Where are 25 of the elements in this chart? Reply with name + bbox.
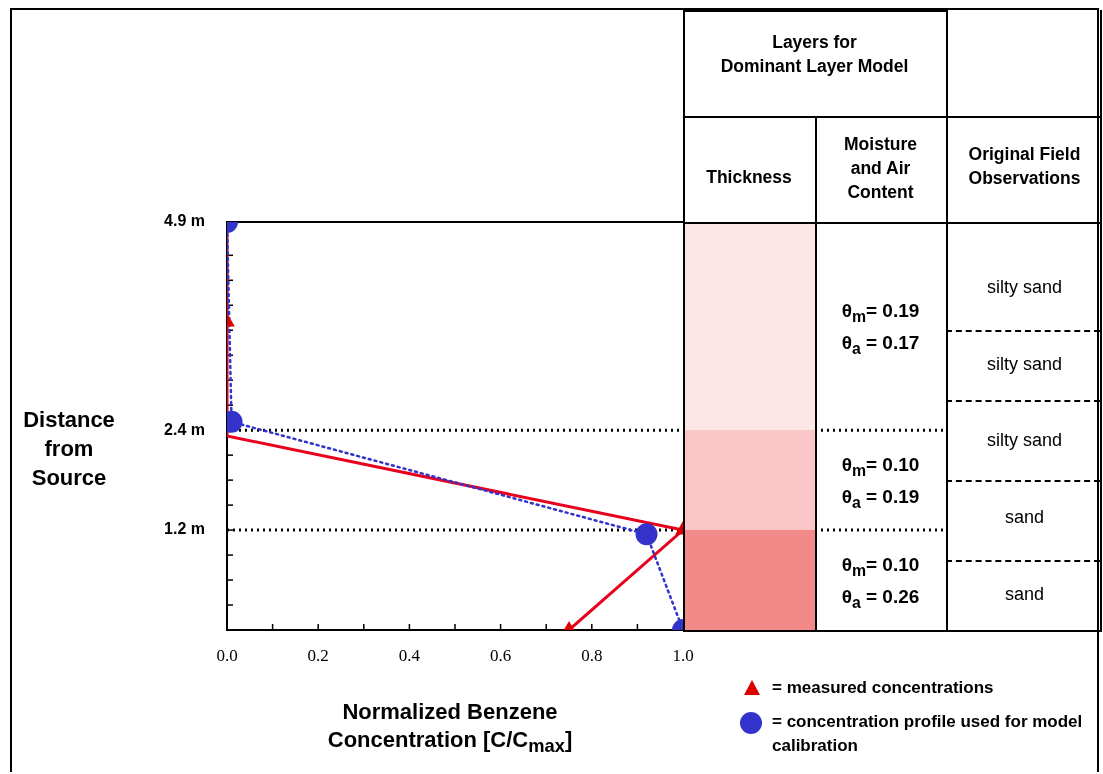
x-tick-label: 0.8	[581, 645, 603, 665]
y-tick-label: 1.2 m	[164, 520, 205, 538]
y-axis-title: Distance from Source	[22, 406, 116, 492]
y-tick-label: 2.4 m	[164, 420, 205, 438]
text: sand	[1003, 506, 1045, 529]
text: θ$_{m}$= 0.10 θ$_{a}$ = 0.19	[840, 453, 921, 513]
text: Original Field Observations	[967, 143, 1082, 190]
x-axis-title: Normalized Benzene Concentration [C/C$_{max}$]	[326, 698, 574, 759]
text: silty sand	[985, 276, 1063, 299]
text: Layers for Dominant Layer Model	[719, 31, 910, 78]
x-tick-label: 0.6	[489, 645, 512, 665]
legend-label: = measured concentrations	[772, 678, 994, 697]
text: silty sand	[985, 429, 1063, 452]
x-tick-label: 0.4	[398, 645, 421, 665]
text: silty sand	[985, 353, 1063, 376]
y-tick-label: 4.9 m	[164, 212, 205, 230]
x-tick-label: 1.0	[672, 645, 694, 665]
x-tick-label: 0.2	[307, 645, 329, 665]
text: θ$_{m}$= 0.19 θ$_{a}$ = 0.17	[840, 299, 921, 359]
text: Thickness	[705, 166, 793, 189]
x-tick-label: 0.0	[216, 645, 238, 665]
legend-label: = concentration profile used for model calibration	[772, 712, 1083, 755]
text: θ$_{m}$= 0.10 θ$_{a}$ = 0.26	[840, 553, 921, 613]
text: Moisture and Air Content	[843, 133, 918, 204]
text: sand	[1003, 583, 1045, 606]
